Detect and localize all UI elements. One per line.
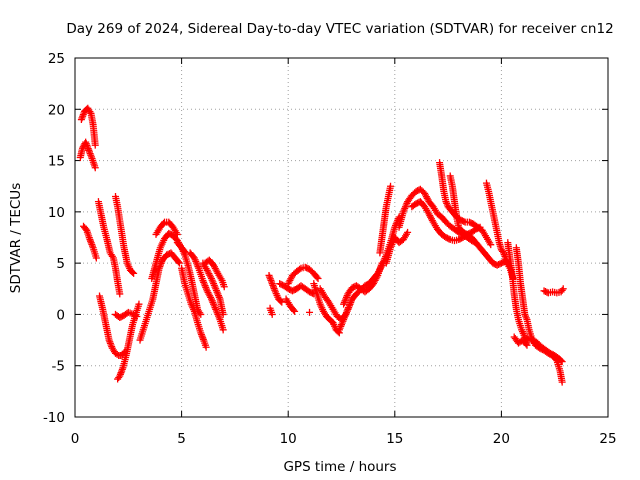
series-trace-h (112, 308, 141, 322)
data-points (76, 104, 567, 386)
data-point (219, 326, 227, 334)
data-point (207, 293, 215, 301)
series-trace-t (284, 263, 322, 288)
data-point (91, 164, 99, 172)
data-point (116, 290, 124, 298)
y-tick-label: 15 (48, 154, 65, 170)
x-axis-label: GPS time / hours (283, 459, 396, 475)
series-trace-s (276, 280, 318, 298)
data-point (207, 273, 215, 281)
series-trace-l (173, 239, 205, 318)
series-trace-q (265, 271, 286, 306)
data-point (308, 289, 316, 297)
grid-lines (75, 58, 608, 417)
x-tick-label: 0 (71, 431, 80, 447)
series-trace-w (310, 280, 343, 337)
x-tick-label: 25 (599, 431, 616, 447)
data-point (159, 219, 167, 227)
y-tick-label: 5 (56, 256, 65, 272)
data-point (445, 235, 453, 243)
series-trace-a (77, 104, 99, 149)
series-trace-z (340, 259, 386, 308)
data-point (558, 378, 566, 386)
y-tick-label: 0 (56, 307, 65, 323)
x-tick-label: 20 (493, 431, 510, 447)
series-trace-p (201, 256, 228, 291)
data-point (174, 258, 182, 266)
y-axis-label: SDTVAR / TECUs (8, 183, 24, 293)
data-point (522, 314, 530, 322)
y-tick-label: 20 (48, 102, 65, 118)
data-point (131, 311, 139, 319)
data-point (135, 300, 143, 308)
series-trace-u (282, 295, 299, 315)
series-trace-m (178, 264, 210, 351)
data-point (220, 283, 228, 291)
series-trace-aj (512, 244, 566, 386)
series-trace-k (152, 218, 181, 238)
data-point (522, 340, 530, 348)
series-trace-v (306, 308, 314, 316)
series-trace-r (266, 304, 276, 318)
series-trace-f (112, 192, 138, 277)
y-tick-label: 25 (48, 51, 65, 67)
data-point (91, 141, 99, 149)
data-point (296, 265, 304, 273)
data-point (373, 273, 381, 281)
data-point (460, 217, 468, 225)
data-point (291, 307, 299, 315)
series-trace-b (76, 138, 99, 172)
series-trace-c (80, 222, 100, 262)
data-point (92, 254, 100, 262)
series-trace-d (94, 198, 124, 298)
data-point (277, 297, 285, 305)
data-point (404, 228, 412, 236)
y-tick-label: 10 (48, 205, 65, 221)
data-point (487, 241, 495, 249)
plot-border (74, 57, 609, 418)
data-point (175, 259, 183, 267)
x-tick-label: 10 (280, 431, 297, 447)
data-point (313, 273, 321, 281)
x-tick-label: 5 (177, 431, 186, 447)
data-point (133, 312, 141, 320)
data-point (290, 306, 298, 314)
series-trace-aa (376, 182, 395, 257)
series-trace-al (540, 285, 567, 297)
series-trace-e (96, 292, 129, 359)
data-point (524, 335, 532, 343)
data-point (387, 182, 395, 190)
y-tick-label: -5 (52, 359, 65, 375)
data-point (314, 275, 322, 283)
series-trace-ab (382, 228, 412, 267)
data-point (197, 310, 205, 318)
series-trace-af (446, 172, 488, 257)
data-point (173, 230, 181, 238)
chart-title: Day 269 of 2024, Sidereal Day-to-day VTE… (66, 21, 613, 37)
data-point (202, 343, 210, 351)
series-trace-ag (482, 179, 512, 267)
data-point (113, 350, 121, 358)
data-point (268, 310, 276, 318)
data-point (558, 358, 566, 366)
data-point (219, 310, 227, 318)
y-tick-label: -10 (43, 410, 65, 426)
data-point (523, 341, 531, 349)
series-trace-ak (510, 333, 531, 349)
series-trace-g (114, 300, 143, 383)
data-point (129, 268, 137, 276)
series-trace-n (186, 249, 227, 334)
data-point (278, 298, 286, 306)
series-trace-ac (395, 185, 480, 247)
series-trace-y (335, 213, 403, 334)
data-point (559, 285, 567, 293)
axis-ticks: 0 5 10 15 20 25 -10 -5 0 5 10 15 20 25 (43, 51, 617, 447)
data-point (558, 286, 566, 294)
data-point (306, 308, 314, 316)
data-point (130, 269, 138, 277)
x-tick-label: 15 (386, 431, 403, 447)
